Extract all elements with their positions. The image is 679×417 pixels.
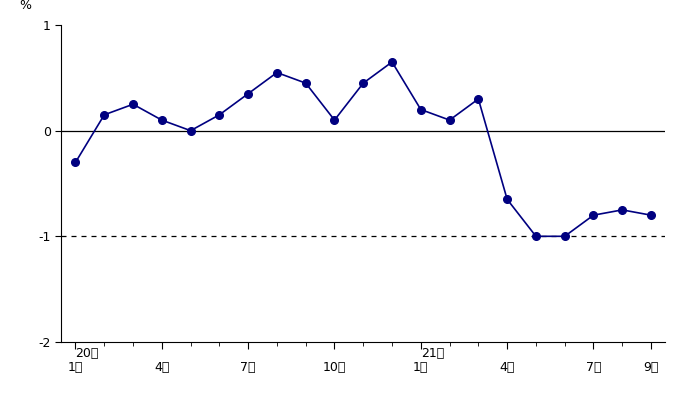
Text: 10月: 10月 xyxy=(323,362,346,374)
Text: 4月: 4月 xyxy=(500,362,515,374)
Text: 1月: 1月 xyxy=(68,362,84,374)
Text: %: % xyxy=(19,0,31,13)
Text: 21年: 21年 xyxy=(421,347,444,360)
Text: 20年: 20年 xyxy=(75,347,99,360)
Text: 7月: 7月 xyxy=(586,362,601,374)
Text: 1月: 1月 xyxy=(413,362,428,374)
Text: 9月: 9月 xyxy=(643,362,659,374)
Text: 4月: 4月 xyxy=(154,362,170,374)
Text: 7月: 7月 xyxy=(240,362,256,374)
